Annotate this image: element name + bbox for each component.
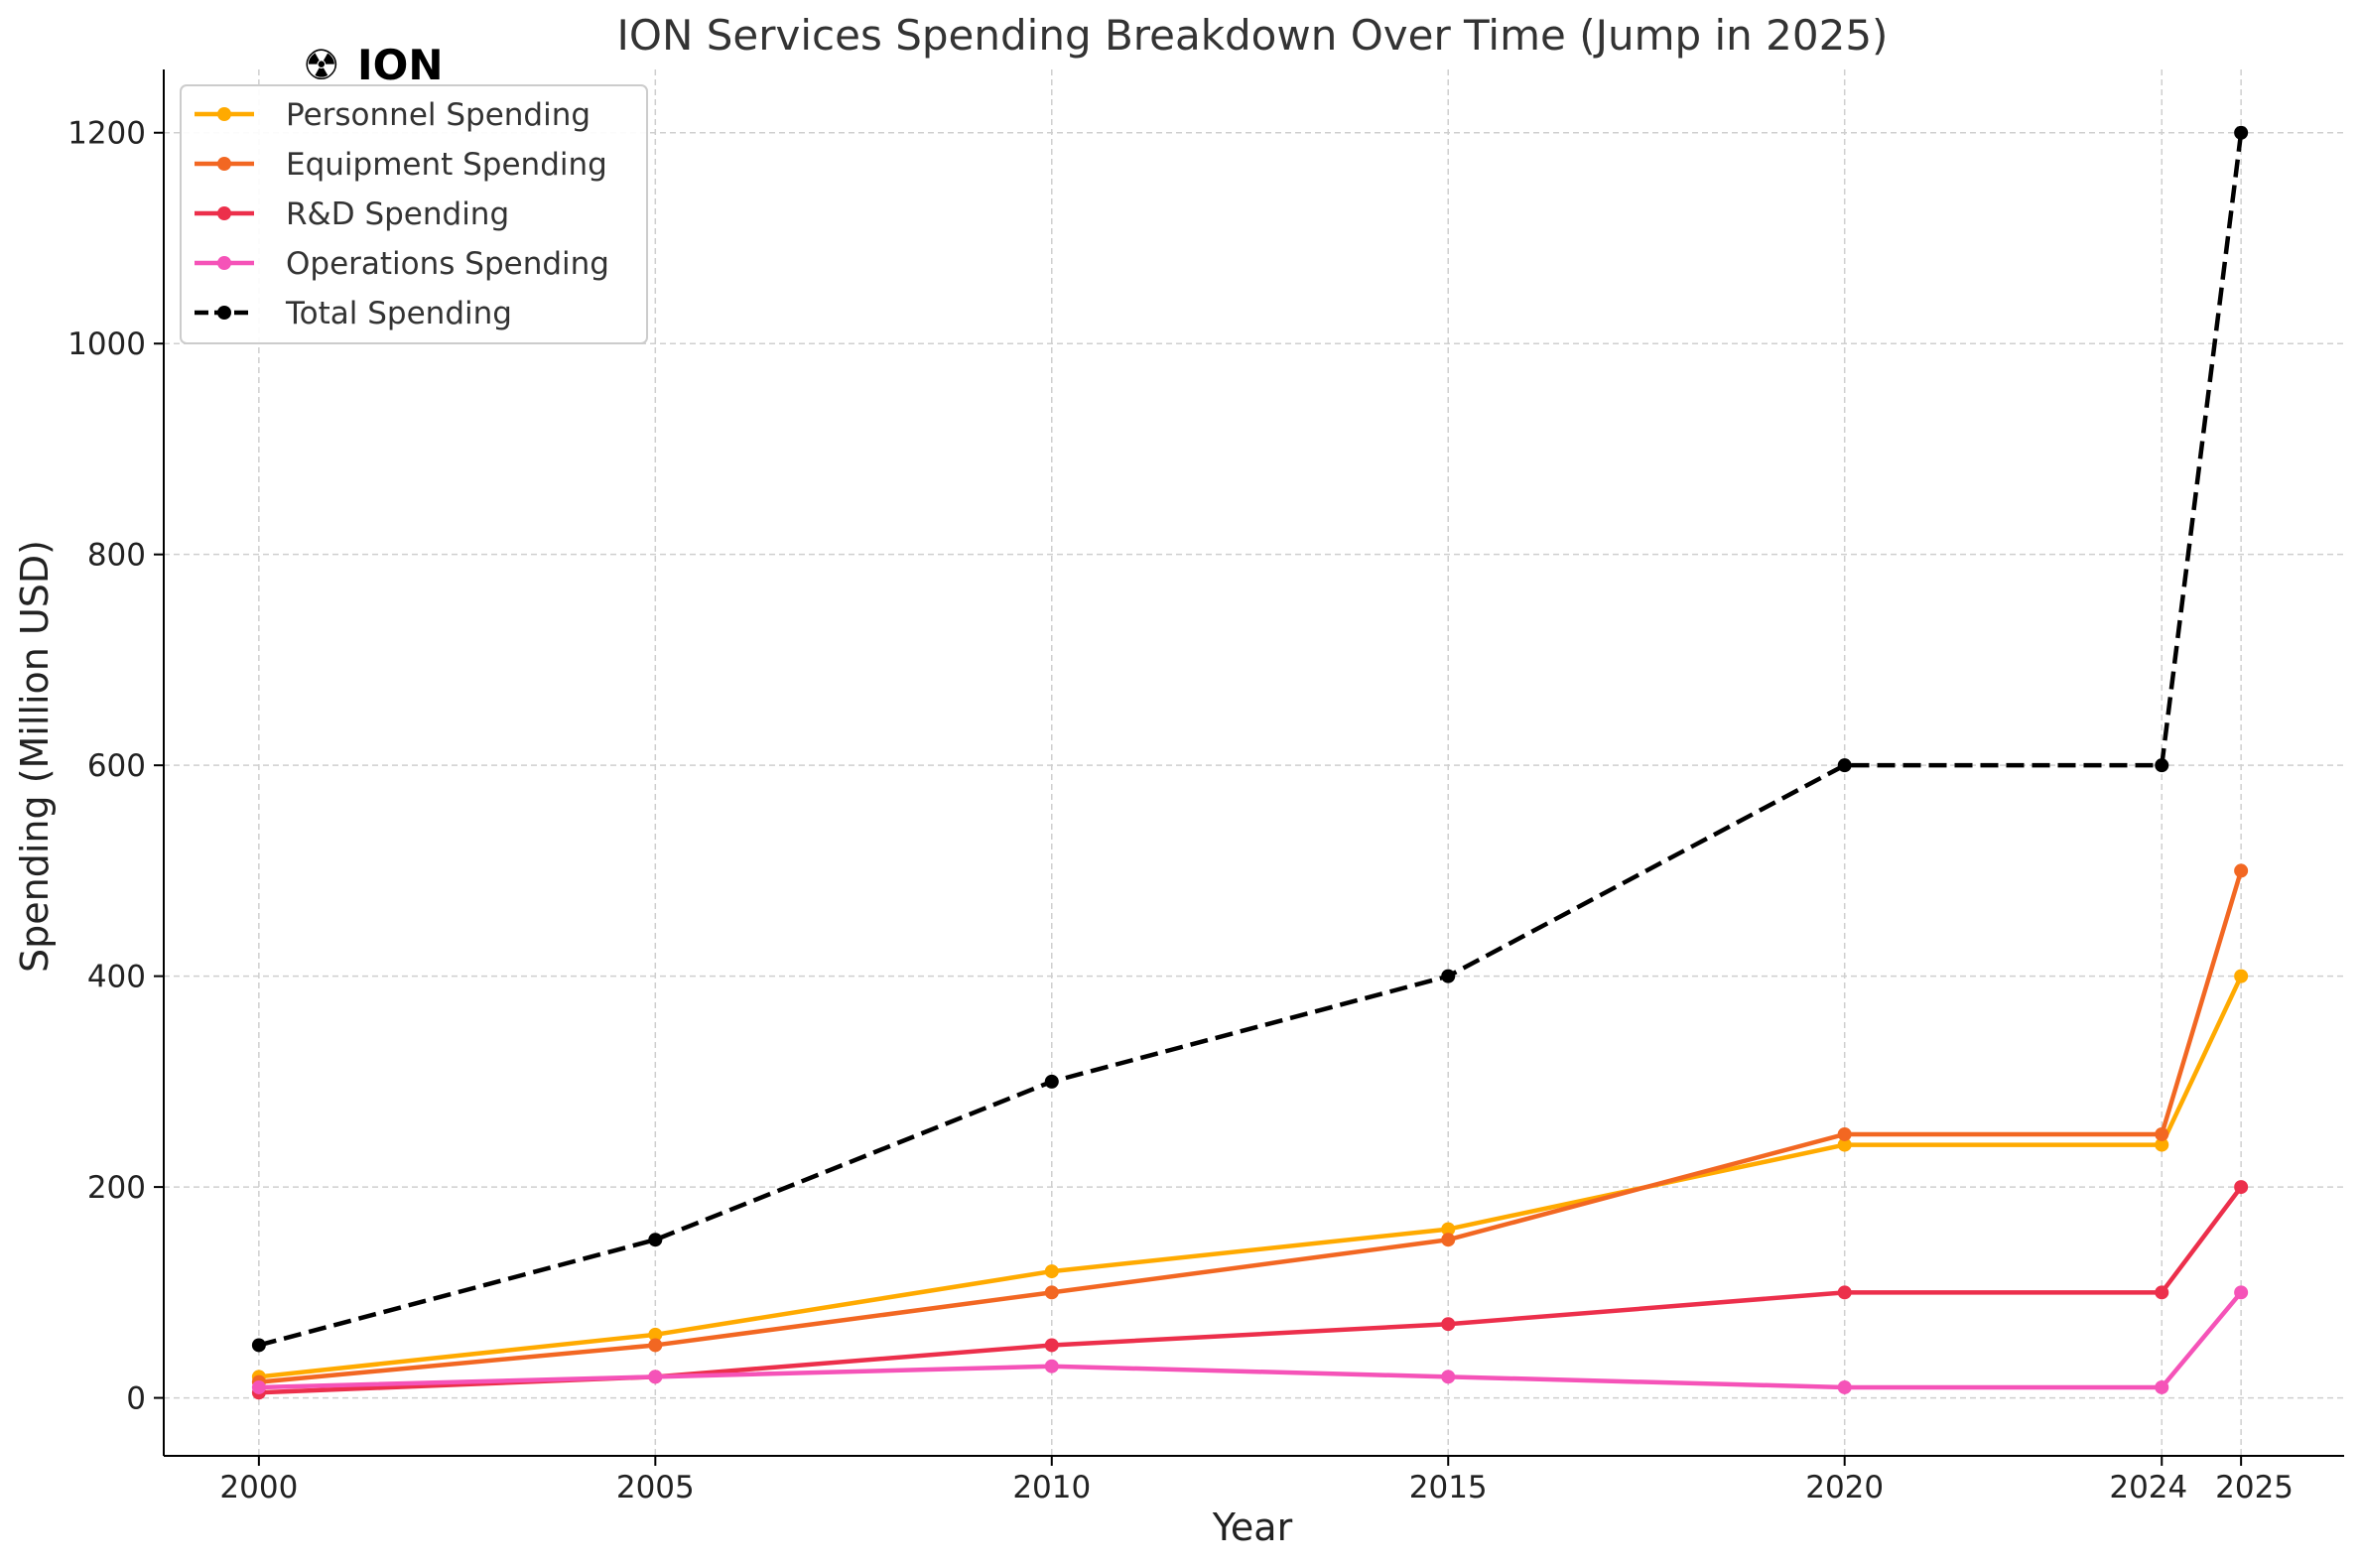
legend: Personnel Spending Equipment Spending R&D … [180,84,648,344]
data-point [2155,1379,2169,1394]
y-tick-label: 800 [87,538,146,574]
data-point [2155,1126,2169,1141]
x-axis-label: Year [1212,1505,1293,1549]
legend-item: R&D Spending [195,196,509,232]
legend-swatch-marker [217,256,231,270]
x-tick-label: 2015 [1409,1470,1488,1505]
chart-title: ION Services Spending Breakdown Over Tim… [617,11,1889,60]
data-point [1441,1370,1456,1384]
data-point [2234,863,2249,878]
x-tick-label: 2024 [2109,1470,2187,1505]
radiation-icon: ☢ [303,41,340,89]
data-point [2234,125,2249,140]
legend-item: Equipment Spending [195,147,607,183]
data-point [648,1338,663,1353]
data-point [1044,1359,1059,1373]
data-point [1441,1222,1456,1237]
data-point [648,1233,663,1247]
legend-label: R&D Spending [286,196,509,232]
series-line [258,1185,2243,1395]
data-point [1044,1264,1059,1279]
series-layer [251,125,2249,1400]
data-point [251,1379,266,1394]
legend-label: Operations Spending [286,246,609,282]
x-tick-label: 2025 [2215,1470,2294,1505]
legend-swatch-marker [217,107,231,121]
y-tick-label: 1200 [67,116,146,152]
data-point [2234,1285,2249,1300]
series-line [258,869,2244,1384]
legend-swatch-marker [217,306,231,320]
data-point [1837,1285,1852,1300]
y-tick-label: 1000 [67,327,146,362]
data-point [2155,1285,2169,1300]
y-axis-label: Spending (Million USD) [13,540,57,973]
x-tick-label: 2000 [219,1470,298,1505]
data-point [1837,1137,1852,1152]
series-operations-spending [251,1285,2249,1394]
data-point [1441,969,1456,983]
data-point [648,1327,663,1342]
legend-label: Equipment Spending [286,147,607,183]
data-point [2234,1180,2249,1195]
x-tick-label: 2020 [1805,1470,1884,1505]
x-tick-label: 2010 [1012,1470,1091,1505]
data-point [1441,1317,1456,1332]
y-tick-label: 200 [87,1170,146,1206]
data-point [2155,1137,2169,1152]
data-point [251,1338,266,1353]
data-point [1441,1233,1456,1247]
series-personnel-spending [251,969,2249,1384]
data-point [1837,1126,1852,1141]
axis-ticks: 2000 2005 2010 2015 2020 2024 2025 0 200 400 600 80… [67,116,2294,1505]
legend-label: Personnel Spending [286,97,590,133]
data-point [2234,969,2249,983]
series-equipment-spending [251,863,2249,1389]
data-point [1837,758,1852,773]
y-tick-label: 400 [87,960,146,995]
series-total-spending [251,125,2249,1353]
series-line [258,975,2244,1379]
data-point [1044,1338,1059,1353]
legend-item: Personnel Spending [195,97,590,133]
logo: ☢ ION [303,41,443,89]
legend-swatch-marker [217,157,231,171]
y-tick-label: 0 [126,1381,146,1417]
logo-text: ION [357,41,443,89]
data-point [648,1370,663,1384]
data-point [1044,1285,1059,1300]
legend-label: Total Spending [285,296,512,331]
data-point [2155,758,2169,773]
y-tick-label: 600 [87,748,146,784]
series-line [258,1290,2243,1390]
legend-item: Operations Spending [195,246,609,282]
series-r-d-spending [251,1180,2249,1400]
legend-box [180,84,648,344]
data-point [1837,1379,1852,1394]
legend-swatch-marker [217,206,231,220]
data-point [1044,1074,1059,1089]
x-tick-label: 2005 [616,1470,695,1505]
legend-item: Total Spending [195,296,512,331]
